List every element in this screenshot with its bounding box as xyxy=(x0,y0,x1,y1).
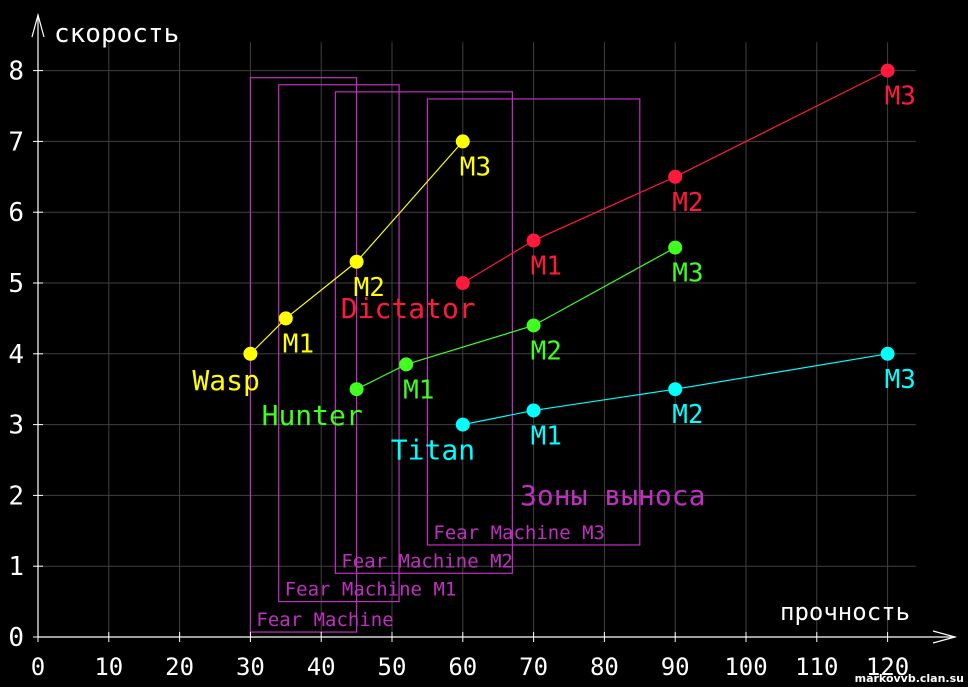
point-label: M3 xyxy=(885,82,916,112)
x-tick-label: 110 xyxy=(795,653,838,681)
zone-rect xyxy=(278,84,400,603)
series-line xyxy=(462,353,888,426)
y-tick-label: 7 xyxy=(8,127,24,157)
x-axis-label: прочность xyxy=(780,598,910,626)
data-point xyxy=(455,134,470,149)
data-point xyxy=(349,254,364,269)
data-point xyxy=(455,417,470,432)
x-tick-label: 90 xyxy=(661,653,690,681)
x-tick-label: 80 xyxy=(590,653,619,681)
y-tick-label: 6 xyxy=(8,198,24,228)
y-tick-label: 8 xyxy=(8,57,24,87)
x-tick-label: 0 xyxy=(31,653,45,681)
data-point xyxy=(455,276,470,290)
zone-label: Fear Machine M2 xyxy=(341,550,513,572)
series-name: Hunter xyxy=(262,399,363,432)
x-tick-label: 50 xyxy=(378,653,407,681)
point-label: M2 xyxy=(531,336,562,366)
x-tick-label: 120 xyxy=(866,653,909,681)
zone-label: Fear Machine xyxy=(256,609,393,631)
data-point xyxy=(243,346,258,361)
y-tick-label: 3 xyxy=(8,411,24,441)
axes: 0 10 20 30 40 50 60 70 80 90 100 110 120 0 1 2 3 4 5 6 7 8 ско… xyxy=(8,12,958,681)
x-tick-label: 10 xyxy=(94,653,123,681)
series-name: Wasp xyxy=(192,364,259,397)
data-point xyxy=(880,346,895,361)
x-tick-label: 40 xyxy=(307,653,336,681)
series-name: Titan xyxy=(391,434,475,467)
y-tick-label: 5 xyxy=(8,269,24,299)
point-label: M1 xyxy=(531,421,562,451)
data-point xyxy=(349,382,364,397)
point-label: M2 xyxy=(672,400,703,430)
point-label: M3 xyxy=(885,365,916,395)
y-axis-arrow xyxy=(31,12,45,38)
x-tick-label: 20 xyxy=(165,653,194,681)
zone-label: Fear Machine M1 xyxy=(285,579,457,601)
series-line xyxy=(249,141,464,355)
y-tick-label: 1 xyxy=(8,552,24,582)
data-point xyxy=(668,169,683,184)
watermark: markovvb.clan.su xyxy=(855,672,964,685)
data-point xyxy=(526,403,541,418)
y-tick-label: 4 xyxy=(8,340,24,370)
zones-group: Fear Machine Fear Machine M1 Fear Machine … xyxy=(249,77,705,633)
y-tick-label: 0 xyxy=(8,623,24,653)
zone-label: Fear Machine M3 xyxy=(433,522,605,544)
data-point xyxy=(526,318,541,333)
point-label: M1 xyxy=(531,252,562,282)
point-label: M1 xyxy=(283,329,314,359)
x-tick-label: 30 xyxy=(236,653,265,681)
series-name: Dictator xyxy=(341,292,476,325)
data-point xyxy=(526,233,541,248)
point-label: M2 xyxy=(354,273,385,303)
series-line xyxy=(462,70,888,284)
x-axis-arrow xyxy=(932,630,958,644)
point-label: M3 xyxy=(460,152,491,182)
labels-group: M1 M2 M3 Wasp M1 M2 M3 Dictator M1 M2 M3 Hunter M1 M2… xyxy=(192,82,964,685)
zones-title: Зоны выноса xyxy=(520,479,705,512)
x-tick-label: 70 xyxy=(519,653,548,681)
data-point xyxy=(668,382,683,397)
series-line xyxy=(356,247,676,390)
x-tick-label: 60 xyxy=(448,653,477,681)
data-point xyxy=(278,311,293,326)
data-point xyxy=(668,240,683,255)
y-axis-label: скорость xyxy=(54,19,179,49)
x-tick-label: 100 xyxy=(724,653,767,681)
data-point xyxy=(399,357,414,372)
zone-rect xyxy=(426,98,641,546)
point-label: M2 xyxy=(672,188,703,218)
data-point xyxy=(880,63,895,78)
series-group xyxy=(243,63,895,432)
point-label: M3 xyxy=(672,259,703,289)
y-tick-label: 2 xyxy=(8,481,24,511)
point-label: M1 xyxy=(403,375,434,405)
